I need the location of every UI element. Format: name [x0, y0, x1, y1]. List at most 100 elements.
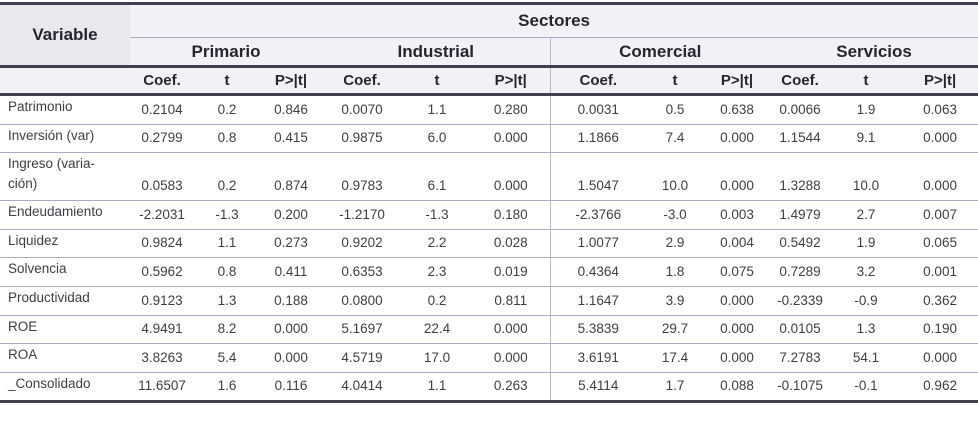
row-value: 2.9 — [646, 229, 704, 258]
row-value: 2.2 — [402, 229, 472, 258]
row-value: 0.075 — [704, 257, 770, 287]
row-value: 0.000 — [704, 315, 770, 344]
row-variable-label: Liquidez — [0, 229, 130, 258]
stat-row-blank-cell — [0, 66, 130, 96]
stat-headers-row: Coef. t P>|t| Coef. t P>|t| Coef. t P>|t| Coef. t P… — [0, 66, 978, 96]
row-value: 1.1 — [402, 372, 472, 402]
row-value: -3.0 — [646, 200, 704, 230]
stat-header: t — [402, 66, 472, 96]
sectores-group-header: Sectores — [130, 3, 978, 38]
row-value: 0.000 — [260, 315, 322, 344]
row-value: 0.0031 — [549, 94, 646, 125]
row-value: 0.411 — [260, 257, 322, 287]
row-value: 0.5 — [646, 94, 704, 125]
table-row: Ingreso (varia- ción) 0.0583 0.2 0.874 0.978… — [0, 152, 978, 201]
row-value: 0.9783 — [322, 152, 402, 201]
row-value: 5.3839 — [549, 315, 646, 344]
row-variable-label: Patrimonio — [0, 94, 130, 125]
row-value: 0.846 — [260, 94, 322, 125]
row-value: 0.000 — [902, 124, 978, 153]
stat-header: P>|t| — [472, 66, 550, 96]
row-value: 10.0 — [646, 152, 704, 201]
table-row: Liquidez 0.9824 1.1 0.273 0.9202 2.2 0.028 1.00… — [0, 229, 978, 258]
row-value: 0.0583 — [130, 152, 194, 201]
sectores-header-row: Variable Sectores — [0, 3, 978, 68]
sector-header-2: Industrial — [322, 37, 550, 68]
row-value: 0.000 — [704, 152, 770, 201]
stat-header: t — [194, 66, 260, 96]
row-value: -1.3 — [402, 200, 472, 230]
row-value: -1.2170 — [322, 200, 402, 230]
stat-header: P>|t| — [260, 66, 322, 96]
row-value: 8.2 — [194, 315, 260, 344]
stat-header: P>|t| — [704, 66, 770, 96]
stat-header: t — [830, 66, 902, 96]
table-row: Inversión (var) 0.2799 0.8 0.415 0.9875 6.0 0.… — [0, 124, 978, 153]
row-value: 0.0070 — [322, 94, 402, 125]
row-value: 5.4114 — [549, 372, 646, 402]
row-value: 0.638 — [704, 94, 770, 125]
row-value: 0.2104 — [130, 94, 194, 125]
row-value: 0.2 — [194, 94, 260, 125]
row-value: 0.000 — [704, 286, 770, 315]
row-value: 0.9123 — [130, 286, 194, 315]
row-value: 1.3288 — [770, 152, 830, 201]
row-value: 0.9202 — [322, 229, 402, 258]
row-value: 1.0077 — [549, 229, 646, 258]
row-variable-label: Endeudamiento — [0, 200, 130, 230]
row-value: 0.000 — [260, 343, 322, 373]
row-value: 3.9 — [646, 286, 704, 315]
table-header: Variable Sectores Primario Industrial Come… — [0, 3, 978, 96]
sector-names-row: Primario Industrial Comercial Servicios — [0, 37, 978, 68]
row-value: 0.019 — [472, 257, 550, 287]
row-variable-label: _Consolidado — [0, 372, 130, 402]
row-value: 2.7 — [830, 200, 902, 230]
row-value: -2.2031 — [130, 200, 194, 230]
table-row: _Consolidado 11.6507 1.6 0.116 4.0414 1.1 0.26… — [0, 372, 978, 402]
row-value: 0.2 — [194, 152, 260, 201]
row-value: 1.1 — [402, 94, 472, 125]
row-value: 0.273 — [260, 229, 322, 258]
table-row: Endeudamiento -2.2031 -1.3 0.200 -1.2170 -1.3… — [0, 200, 978, 230]
row-value: -0.1075 — [770, 372, 830, 402]
row-value: 0.2799 — [130, 124, 194, 153]
stat-header: P>|t| — [902, 66, 978, 96]
stat-header: Coef. — [770, 66, 830, 96]
row-value: 1.1647 — [549, 286, 646, 315]
regression-table-container: Variable Sectores Primario Industrial Come… — [0, 2, 978, 404]
row-value: 0.007 — [902, 200, 978, 230]
row-value: 29.7 — [646, 315, 704, 344]
row-value: 0.8 — [194, 257, 260, 287]
table-row: ROA 3.8263 5.4 0.000 4.5719 17.0 0.000 3.6191 17… — [0, 343, 978, 373]
row-value: 0.280 — [472, 94, 550, 125]
row-value: 0.9875 — [322, 124, 402, 153]
row-value: 0.000 — [472, 152, 550, 201]
row-value: -0.2339 — [770, 286, 830, 315]
table-body: Patrimonio 0.2104 0.2 0.846 0.0070 1.1 0.280 0.… — [0, 94, 978, 402]
row-value: 0.0800 — [322, 286, 402, 315]
row-value: 3.8263 — [130, 343, 194, 373]
row-value: 0.188 — [260, 286, 322, 315]
row-value: 17.0 — [402, 343, 472, 373]
row-value: 0.2 — [402, 286, 472, 315]
row-value: 54.1 — [830, 343, 902, 373]
table-row: Productividad 0.9123 1.3 0.188 0.0800 0.2 0.81… — [0, 286, 978, 315]
row-value: 0.000 — [902, 152, 978, 201]
row-value: 1.3 — [194, 286, 260, 315]
row-value: 0.004 — [704, 229, 770, 258]
row-value: -2.3766 — [549, 200, 646, 230]
row-value: 1.5047 — [549, 152, 646, 201]
row-value: 0.003 — [704, 200, 770, 230]
row-value: 0.9824 — [130, 229, 194, 258]
row-value: 1.9 — [830, 94, 902, 125]
row-value: 0.7289 — [770, 257, 830, 287]
row-value: 1.8 — [646, 257, 704, 287]
row-value: -1.3 — [194, 200, 260, 230]
row-value: 0.200 — [260, 200, 322, 230]
row-value: 0.063 — [902, 94, 978, 125]
row-value: 0.8 — [194, 124, 260, 153]
row-value: 1.4979 — [770, 200, 830, 230]
row-value: 0.000 — [472, 343, 550, 373]
row-variable-label: ROA — [0, 343, 130, 373]
row-value: 5.1697 — [322, 315, 402, 344]
